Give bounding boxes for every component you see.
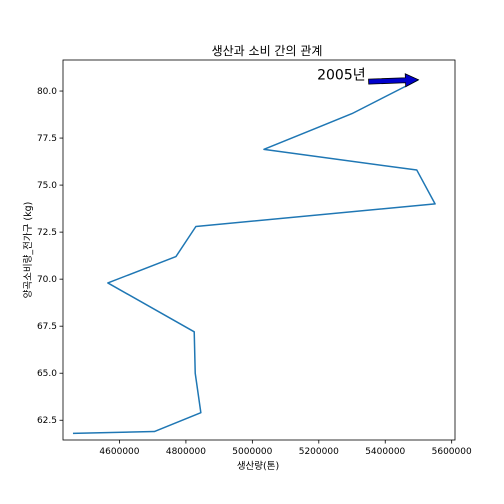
x-tick-label: 5600000 — [432, 447, 472, 457]
y-axis-label: 양곡소비량_전가구 (kg) — [22, 202, 34, 299]
y-tick-label: 75.0 — [37, 181, 57, 191]
y-tick-label: 62.5 — [37, 416, 57, 426]
chart-title: 생산과 소비 간의 관계 — [212, 44, 323, 58]
y-tick-label: 65.0 — [37, 369, 57, 379]
y-tick-label: 72.5 — [37, 228, 57, 238]
x-tick-label: 4600000 — [99, 447, 139, 457]
y-tick-label: 67.5 — [37, 322, 57, 332]
y-tick-label: 70.0 — [37, 275, 57, 285]
annotation-text: 2005년 — [317, 68, 366, 84]
x-tick-label: 4800000 — [166, 447, 206, 457]
x-axis-label: 생산량(톤) — [237, 460, 279, 472]
series-line — [72, 79, 436, 435]
x-axis: 4600000 4800000 5000000 5200000 5400000 56000… — [99, 440, 472, 457]
annotation-arrow — [368, 73, 420, 88]
y-tick-label: 80.0 — [37, 87, 57, 97]
x-tick-label: 5000000 — [232, 447, 272, 457]
y-axis: 62.5 65.0 67.5 70.0 72.5 75.0 77.5 80.0 — [37, 87, 63, 426]
x-tick-label: 5400000 — [365, 447, 405, 457]
annotation: 2005년 — [317, 68, 420, 88]
plot-frame — [62, 59, 456, 441]
plot-area — [72, 79, 436, 435]
x-tick-label: 5200000 — [299, 447, 339, 457]
y-tick-label: 77.5 — [37, 134, 57, 144]
